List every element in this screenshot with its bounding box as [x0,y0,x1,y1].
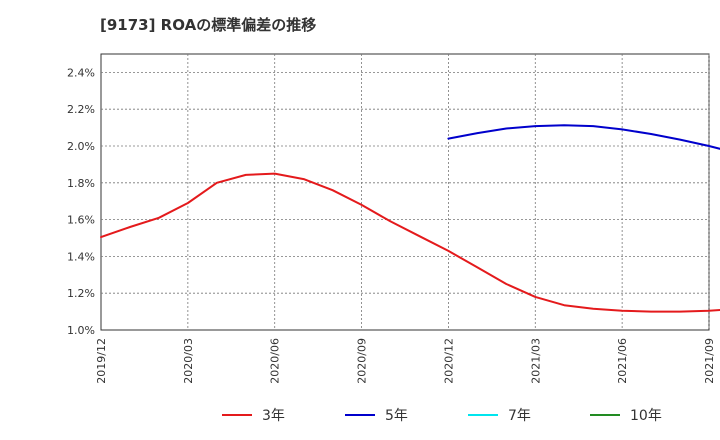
x-tick-label: 2020/09 [356,338,369,384]
y-tick-label: 1.6% [67,214,95,227]
x-tick-label: 2021/09 [703,338,716,384]
y-tick-label: 1.2% [67,287,95,300]
plot-area [100,53,710,331]
x-tick-label: 2020/12 [442,338,455,384]
legend-label: 7年 [508,408,531,424]
vertical-gridlines [187,54,710,330]
legend-label: 3年 [262,408,285,424]
x-axis-tick-labels: 2019/12 2020/03 2020/06 2020/09 2020/12 2021/… [95,338,716,384]
x-tick-label: 2021/06 [616,338,629,384]
series-line-0 [100,172,720,313]
y-tick-label: 2.0% [67,140,95,153]
y-tick-label: 1.0% [67,324,95,337]
x-tick-label: 2020/03 [182,338,195,384]
series-line-1 [447,124,720,150]
x-tick-label: 2020/06 [269,338,282,384]
y-tick-label: 2.4% [67,66,95,79]
y-tick-label: 1.4% [67,250,95,263]
y-tick-label: 1.8% [67,177,95,190]
y-tick-label: 2.2% [67,103,95,116]
legend: 3年 5年 7年 10年 [222,408,662,424]
y-axis-tick-labels: 1.0% 1.2% 1.4% 1.6% 1.8% 2.0% 2.2% 2.4% [67,66,95,337]
series-lines [100,124,720,313]
x-tick-label: 2019/12 [95,338,108,384]
legend-label: 5年 [385,408,408,424]
chart-title: [9173] ROAの標準偏差の推移 [100,16,317,34]
x-tick-label: 2021/03 [529,338,542,384]
horizontal-gridlines [101,72,709,294]
legend-label: 10年 [630,408,662,424]
